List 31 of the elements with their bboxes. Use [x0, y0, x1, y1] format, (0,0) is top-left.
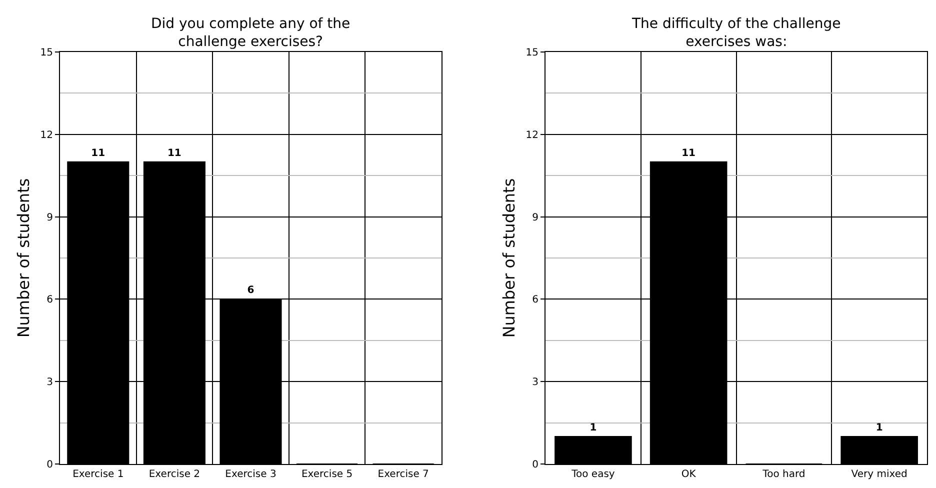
chart-title: The difficulty of the challenge exercises was:	[631, 16, 841, 50]
y-tick-label: 6	[532, 294, 539, 306]
x-tick-label: Exercise 1	[72, 469, 124, 480]
y-tick-label: 3	[532, 377, 539, 388]
y-tick-label: 12	[40, 130, 53, 141]
data-label: 11	[682, 148, 696, 159]
x-tick-label: Exercise 5	[301, 469, 353, 480]
y-tick-label: 12	[526, 130, 539, 141]
x-tick-label: Very mixed	[851, 469, 908, 480]
y-axis-title: Number of students	[500, 178, 519, 338]
y-tick-label: 6	[46, 294, 53, 306]
y-tick-label: 0	[532, 460, 539, 470]
y-tick-label: 15	[526, 48, 539, 58]
y-tick-label: 0	[46, 460, 53, 470]
data-label: 11	[167, 148, 182, 159]
y-tick-label: 15	[40, 48, 53, 58]
x-tick-label: OK	[681, 469, 696, 480]
y-tick-label: 9	[46, 212, 53, 224]
data-label: 11	[91, 148, 106, 159]
y-axis-title: Number of students	[14, 178, 34, 338]
x-tick-label: Too hard	[762, 469, 806, 480]
data-label: 1	[590, 422, 597, 434]
x-tick-label: Exercise 2	[148, 469, 200, 480]
data-label: 6	[247, 285, 254, 296]
y-tick-label: 9	[532, 212, 539, 224]
x-tick-label: Too easy	[570, 469, 615, 480]
chart-title: Did you complete any of the challenge exercises?	[151, 16, 350, 50]
x-tick-label: Exercise 7	[378, 469, 429, 480]
y-tick-label: 3	[46, 377, 53, 388]
data-label: 1	[876, 422, 883, 434]
x-tick-label: Exercise 3	[225, 469, 276, 480]
